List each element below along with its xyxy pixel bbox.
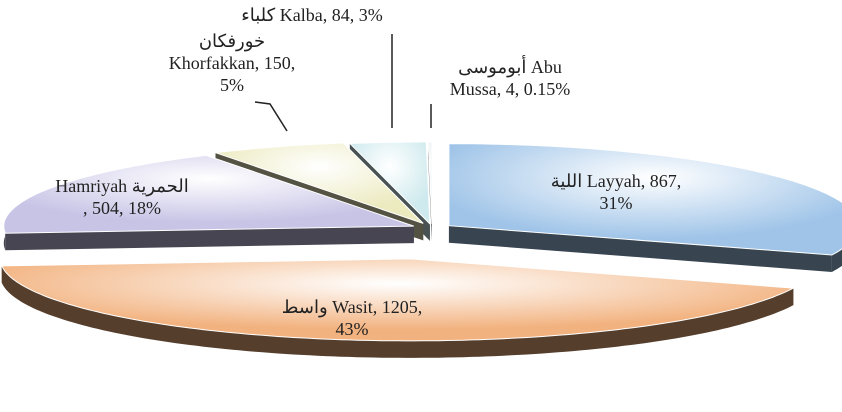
data-label: Hamriyah الحمرية , 504, 18% xyxy=(55,176,189,218)
slice xyxy=(427,141,433,224)
slice xyxy=(215,142,424,224)
slice xyxy=(3,154,414,234)
data-label: اللية Layyah, 867, 31% xyxy=(550,171,682,213)
data-label: كلباء Kalba, 84, 3% xyxy=(241,5,383,25)
data-label: واسط Wasit, 1205, 43% xyxy=(281,297,423,339)
data-label: أبوموسى Abu Mussa, 4, 0.15% xyxy=(449,57,571,99)
slice xyxy=(348,141,431,226)
slice-wall xyxy=(5,226,414,251)
slice-side xyxy=(1,265,794,358)
slice xyxy=(448,143,842,256)
slice-wall xyxy=(448,225,832,272)
data-label: خورفكان Khorfakkan, 150, 5% xyxy=(168,31,296,95)
slice xyxy=(0,258,796,342)
leader-line xyxy=(254,101,288,132)
